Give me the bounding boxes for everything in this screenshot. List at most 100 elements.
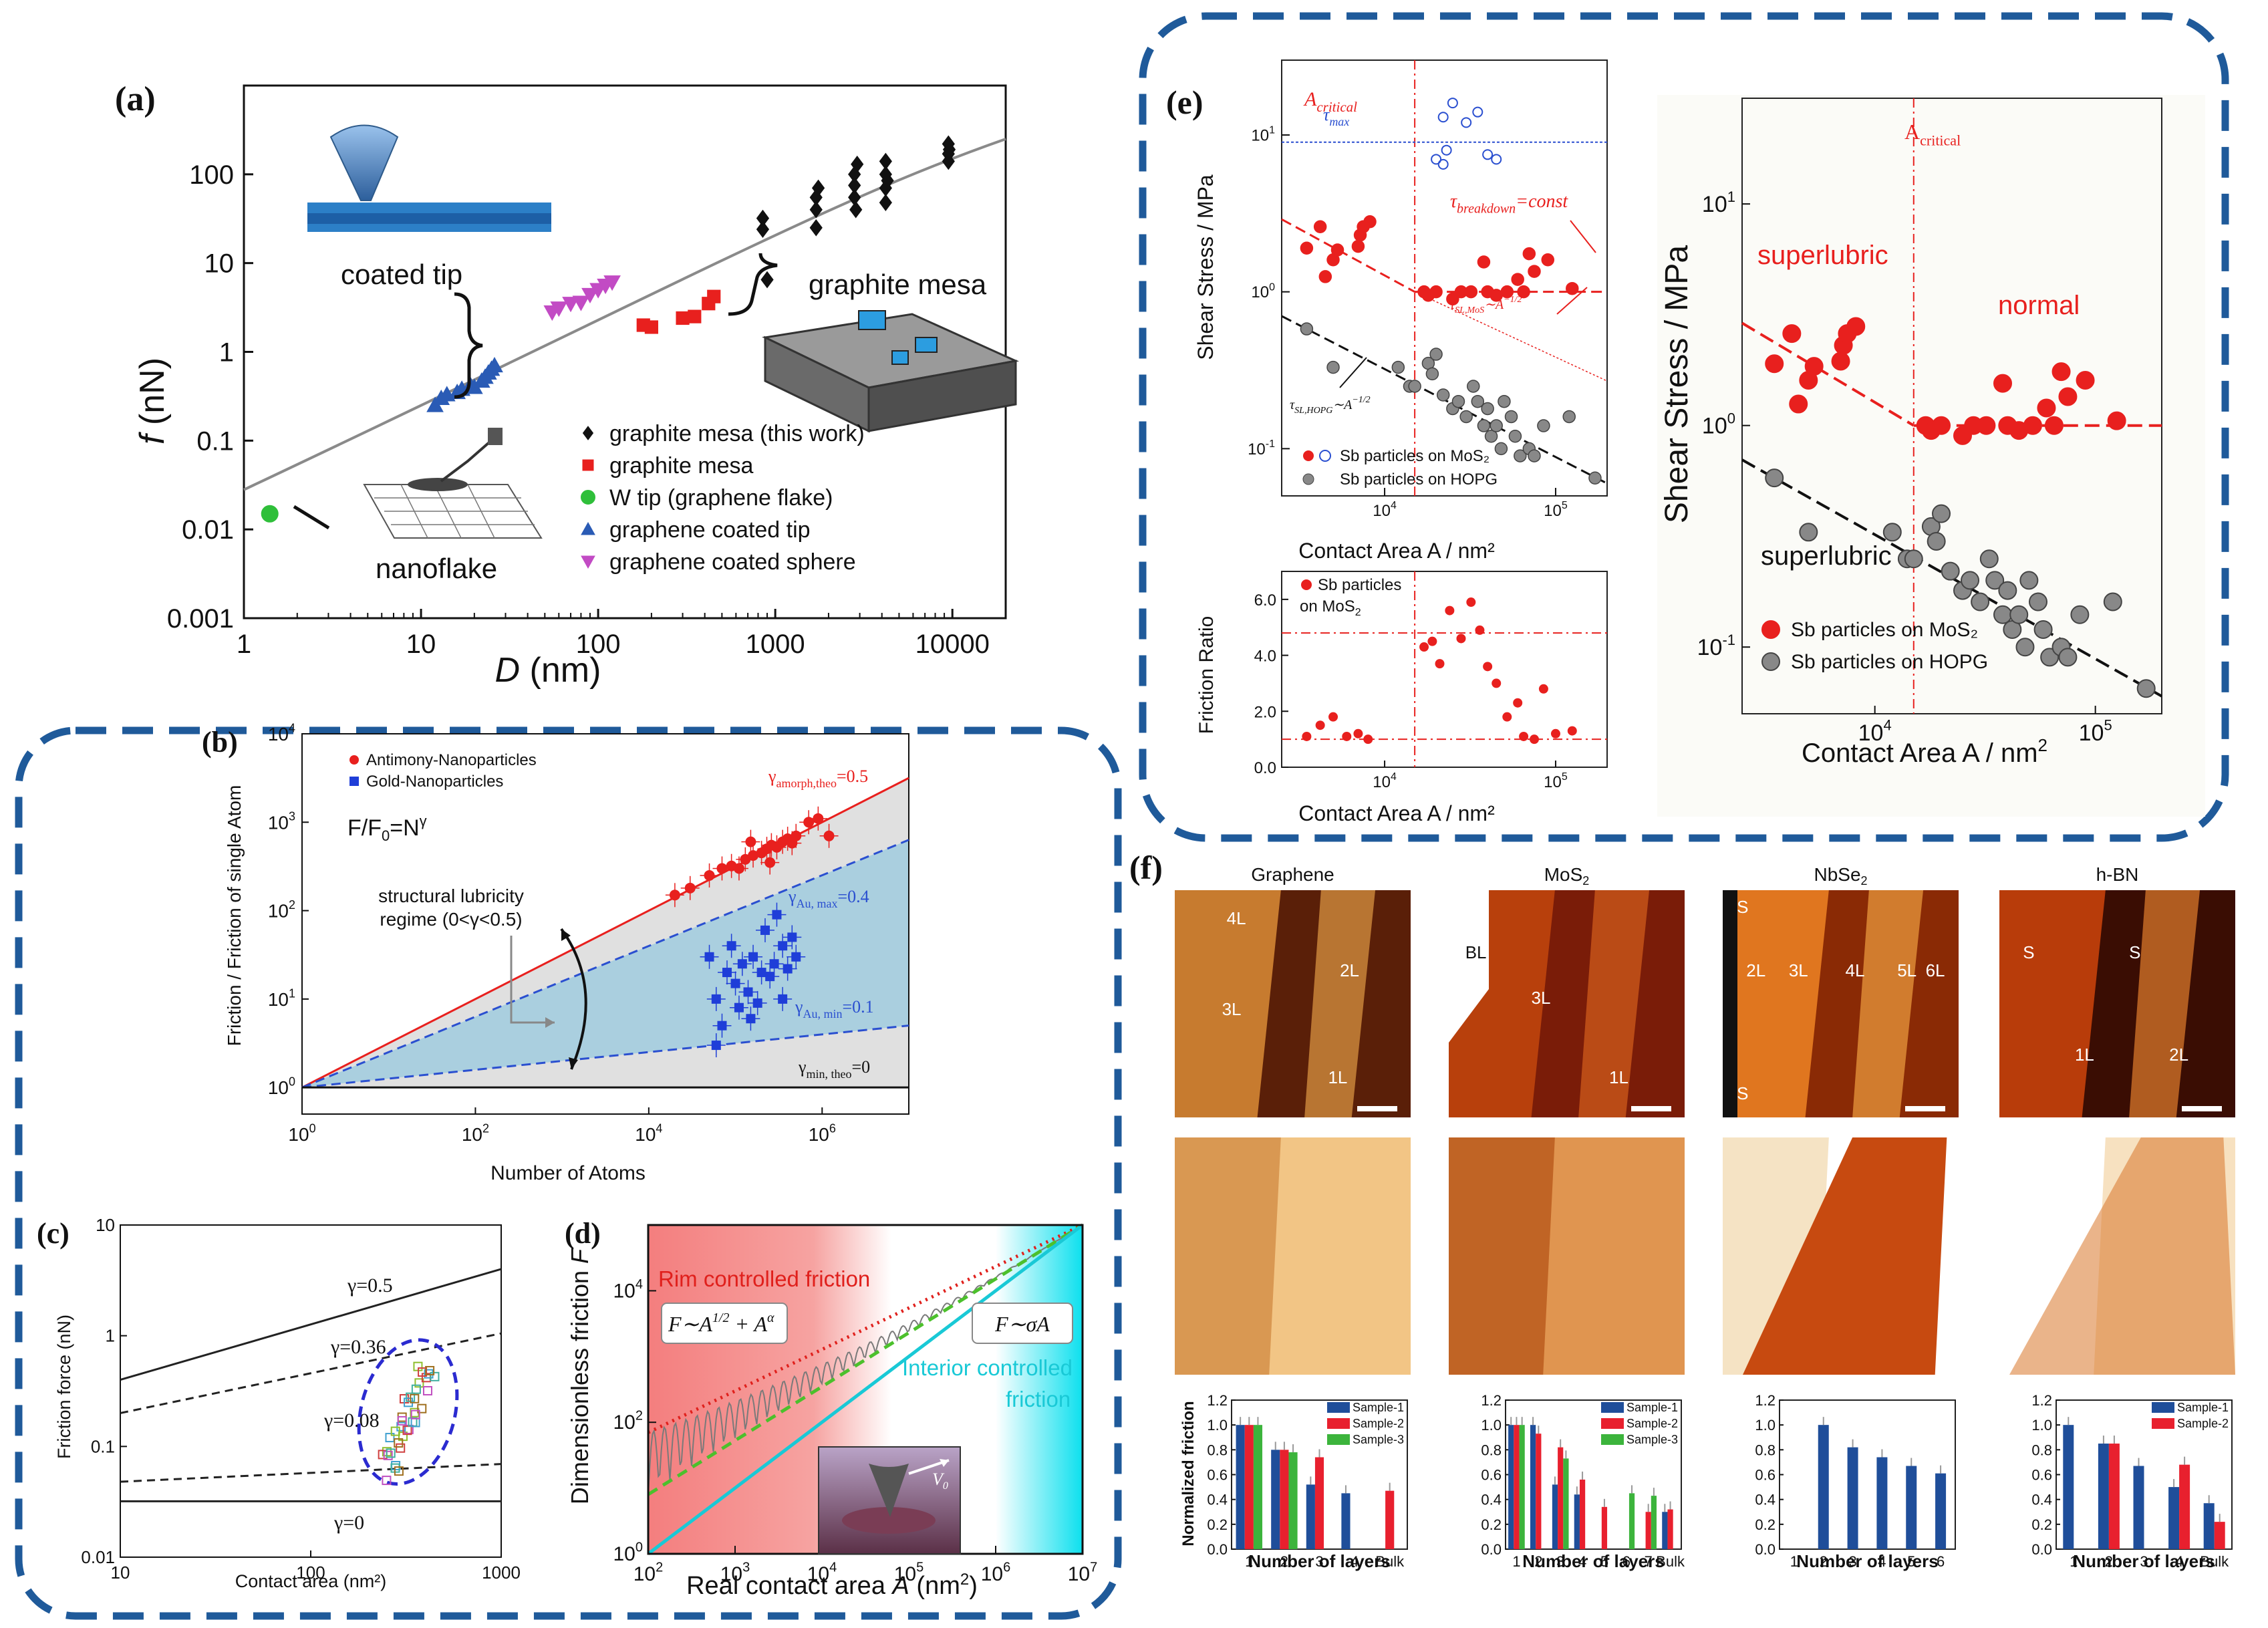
bar-f	[1536, 1434, 1542, 1549]
cluster-point-c	[430, 1371, 440, 1381]
cluster-point-c	[425, 1365, 435, 1375]
cluster-point-c	[424, 1369, 434, 1379]
data-point-a	[486, 357, 503, 373]
data-point-e-zoom	[1782, 324, 1802, 344]
xtick-label-d: 106	[981, 1561, 1011, 1586]
xtick-label-f: 3	[1848, 1553, 1856, 1570]
data-point-e-zoom	[2015, 638, 2035, 657]
panel-f: (f) Graphene 4L 2L 3L 1L 0.0 0.2 0.4 0.6 0.8 1.0 1.…	[1129, 849, 2235, 1571]
xtick-label-b: 100	[288, 1121, 315, 1145]
legend-label-e-ratio-1: Sb particles	[1318, 576, 1401, 594]
material-title-f: NbSe2	[1814, 864, 1867, 888]
data-point-e	[1472, 106, 1483, 118]
ytick-label-f: 1.2	[1207, 1392, 1228, 1409]
layer-label-f: 3L	[1532, 988, 1551, 1008]
graphite-mesa-illustration	[762, 310, 1020, 433]
xtick-label-d: 103	[720, 1561, 750, 1586]
data-point-e	[1330, 243, 1344, 257]
data-point-e	[1459, 410, 1473, 424]
data-point-e-zoom	[1971, 592, 1990, 612]
layer-label-f: S	[1737, 1083, 1748, 1103]
ytick-label-f: 0.6	[1481, 1467, 1502, 1484]
legend-marker-f	[1327, 1402, 1350, 1413]
panel-label-e: (e)	[1166, 84, 1203, 121]
data-point-e	[1514, 449, 1527, 462]
xtick-label-e-main: 104	[1373, 500, 1397, 520]
cluster-ellipse-c	[357, 1338, 459, 1486]
ytick-label-f: 0.8	[1207, 1442, 1228, 1458]
data-point-e	[1437, 158, 1449, 170]
tau-breakdown-arrow-e	[1570, 220, 1596, 253]
ylabel-c: Friction force (nN)	[54, 1315, 74, 1459]
legend-label-e-main: Sb particles on HOPG	[1340, 470, 1498, 489]
data-point-e	[1467, 380, 1480, 393]
data-point-a	[811, 179, 825, 197]
data-point-a	[942, 152, 955, 170]
xlabel-f: Number of layers	[1248, 1551, 1390, 1571]
panel-label-f: (f)	[1129, 849, 1163, 886]
data-point-b	[716, 863, 728, 874]
data-point-e-ratio	[1492, 678, 1502, 688]
annotation-normal: normal	[1998, 291, 2080, 320]
ytick-label-e-ratio: 6.0	[1254, 591, 1276, 609]
bar-f	[1579, 1479, 1586, 1549]
ytick-label-f: 0.2	[1481, 1516, 1502, 1533]
data-point-e-ratio	[1466, 597, 1476, 607]
xtick-label-f: 4	[1878, 1553, 1886, 1570]
cluster-point-c	[411, 1384, 421, 1394]
data-point-e-zoom	[1993, 605, 2012, 624]
legend-label-e-zoom: Sb particles on MoS₂	[1791, 619, 1978, 641]
panel-e: (e) 104 10510-1100101Acriticalτmaxτbreakd…	[1166, 59, 2205, 825]
xtick-label-e-ratio: 105	[1544, 771, 1568, 791]
inset-tip-illustration: V0	[818, 1446, 961, 1554]
fit-line-a	[243, 138, 1006, 491]
xtick-label-e-ratio: 104	[1373, 771, 1397, 791]
xtick-label-b: 104	[635, 1121, 662, 1145]
gamma-line-c	[120, 1463, 502, 1483]
data-point-b	[787, 932, 797, 942]
bar-f	[1514, 1425, 1520, 1549]
data-point-e-zoom	[1979, 549, 1999, 569]
legend-marker-b	[349, 777, 359, 786]
formula-box-left-d	[661, 1303, 788, 1344]
data-point-e-zoom	[1882, 523, 1902, 542]
ytick-label-b: 104	[268, 721, 295, 744]
ytick-label-d: 104	[613, 1277, 644, 1303]
data-point-b	[778, 994, 788, 1004]
afm-domain-light-f	[2129, 890, 2201, 1117]
ytick-label-e-ratio: 4.0	[1254, 648, 1276, 666]
scale-bar-f	[2182, 1106, 2222, 1111]
data-point-e-zoom	[1831, 352, 1850, 371]
brace-graphite-mesa	[728, 253, 778, 316]
data-point-a	[688, 309, 702, 323]
legend-marker-f	[1601, 1418, 1624, 1429]
data-point-b	[791, 830, 802, 841]
gamma-label-b: γmin, theo=0	[798, 1057, 870, 1081]
data-point-e-zoom	[1993, 374, 2012, 393]
data-point-e	[1494, 442, 1508, 456]
legend-label-a: graphene coated sphere	[609, 549, 856, 575]
panel-label-b: (b)	[202, 726, 238, 759]
green-line-d	[647, 1223, 1084, 1496]
legend-marker-a	[582, 459, 594, 471]
tau-sl-hopg-label-e: τSL,HOPG∼A−1/2	[1290, 395, 1371, 416]
ytick-label-a: 0.001	[167, 604, 234, 634]
data-point-e	[1437, 112, 1449, 123]
data-point-e	[1498, 394, 1511, 408]
annotation-nanoflake: nanoflake	[376, 553, 497, 584]
afm-substrate-f	[1449, 890, 1489, 1043]
ytick-label-e-main: 10-1	[1248, 438, 1275, 458]
data-point-a	[879, 194, 892, 212]
data-point-e	[1436, 388, 1450, 402]
data-point-e-zoom	[1846, 317, 1866, 336]
data-point-b	[669, 890, 680, 901]
layer-label-f: S	[2023, 942, 2034, 962]
bar-f	[1651, 1496, 1657, 1549]
ytick-label-f: 0.4	[1207, 1492, 1228, 1508]
ylabel-f: Normalized friction	[1179, 1401, 1197, 1546]
data-point-e	[1431, 154, 1442, 165]
data-point-e-ratio	[1538, 684, 1548, 694]
data-point-b	[704, 869, 715, 881]
formula-box-right-d	[972, 1303, 1073, 1344]
